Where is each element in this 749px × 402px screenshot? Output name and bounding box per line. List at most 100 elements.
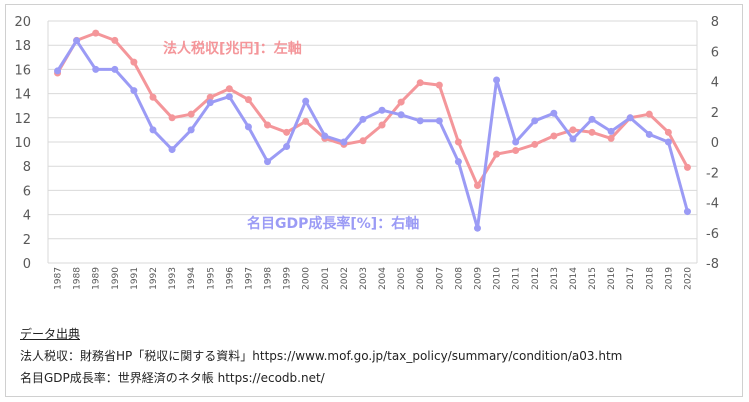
data-point bbox=[435, 117, 443, 125]
x-tick-label: 1997 bbox=[244, 267, 254, 290]
data-point bbox=[111, 65, 119, 73]
right-tick-label: 6 bbox=[711, 45, 719, 60]
chart-frame: 0 2 4 6 8 10 12 14 16 18 20 -8 -6 -4 -2 0 2 4 6 8 1987 1988… bbox=[5, 4, 743, 397]
data-point bbox=[550, 132, 558, 140]
data-point bbox=[473, 224, 481, 232]
x-tick-label: 1987 bbox=[54, 267, 64, 290]
right-tick-label: 4 bbox=[711, 76, 719, 91]
data-point bbox=[550, 109, 558, 117]
data-point bbox=[264, 158, 272, 166]
x-tick-label: 2013 bbox=[550, 267, 560, 290]
data-point bbox=[416, 79, 424, 87]
series-line bbox=[56, 31, 689, 188]
left-tick-label: 0 bbox=[23, 257, 31, 272]
x-tick-label: 1995 bbox=[206, 267, 216, 290]
data-point bbox=[493, 150, 501, 158]
data-point bbox=[111, 36, 119, 44]
x-tick-label: 2020 bbox=[683, 267, 693, 290]
source-line-tax: 法人税収：財務省HP「税収に関する資料」https://www.mof.go.j… bbox=[20, 349, 623, 363]
right-tick-label: -6 bbox=[706, 227, 719, 242]
data-point bbox=[244, 96, 252, 104]
data-point bbox=[645, 130, 653, 138]
series-label-tax: 法人税収[兆円]：左軸 bbox=[163, 40, 302, 57]
left-tick-label: 16 bbox=[14, 63, 31, 78]
data-point bbox=[244, 123, 252, 131]
data-source: データ出典 法人税収：財務省HP「税収に関する資料」https://www.mo… bbox=[20, 323, 622, 389]
left-tick-label: 4 bbox=[23, 209, 31, 224]
data-point bbox=[54, 67, 62, 75]
left-axis-ticks: 0 2 4 6 8 10 12 14 16 18 20 bbox=[14, 15, 31, 272]
x-tick-label: 1994 bbox=[187, 267, 197, 290]
data-point bbox=[168, 146, 176, 154]
data-point bbox=[683, 163, 691, 171]
data-point bbox=[531, 140, 539, 148]
x-tick-label: 2017 bbox=[626, 267, 636, 290]
data-point bbox=[130, 87, 138, 95]
data-point bbox=[149, 93, 157, 101]
x-tick-label: 1993 bbox=[168, 267, 178, 290]
data-point bbox=[283, 128, 291, 136]
data-point bbox=[569, 126, 577, 134]
data-point bbox=[454, 138, 462, 146]
left-tick-label: 14 bbox=[14, 88, 31, 103]
x-tick-label: 1998 bbox=[264, 267, 274, 290]
data-point bbox=[206, 99, 214, 107]
data-point bbox=[435, 81, 443, 89]
right-tick-label: -4 bbox=[706, 197, 719, 212]
data-point bbox=[340, 138, 348, 146]
data-point bbox=[454, 158, 462, 166]
data-point bbox=[130, 58, 138, 66]
data-point bbox=[493, 76, 501, 84]
data-point bbox=[359, 137, 367, 145]
data-point bbox=[206, 93, 214, 101]
data-point bbox=[512, 138, 520, 146]
x-tick-label: 2003 bbox=[359, 267, 369, 290]
source-heading: データ出典 bbox=[20, 327, 81, 341]
series-line bbox=[56, 39, 689, 230]
data-point bbox=[607, 134, 615, 142]
x-tick-label: 1996 bbox=[225, 267, 235, 290]
left-tick-label: 8 bbox=[23, 160, 31, 175]
data-point bbox=[149, 126, 157, 134]
data-point bbox=[359, 115, 367, 123]
data-point bbox=[92, 29, 100, 37]
x-tick-label: 1999 bbox=[283, 267, 293, 290]
data-point bbox=[302, 117, 310, 125]
right-tick-label: -8 bbox=[706, 257, 719, 272]
data-point bbox=[225, 93, 233, 101]
data-point bbox=[283, 143, 291, 151]
right-tick-label: -2 bbox=[706, 166, 719, 181]
source-line-gdp: 名目GDP成長率：世界経済のネタ帳 https://ecodb.net/ bbox=[20, 371, 325, 385]
data-point bbox=[378, 106, 386, 114]
left-tick-label: 18 bbox=[14, 39, 31, 54]
data-point bbox=[187, 126, 195, 134]
data-point bbox=[588, 128, 596, 136]
data-point bbox=[664, 138, 672, 146]
right-tick-label: 2 bbox=[711, 106, 719, 121]
x-tick-label: 1990 bbox=[111, 267, 121, 290]
data-point bbox=[302, 97, 310, 105]
left-tick-label: 12 bbox=[14, 112, 31, 127]
x-tick-label: 2009 bbox=[473, 267, 483, 290]
x-tick-label: 2015 bbox=[588, 267, 598, 290]
data-point bbox=[626, 114, 634, 122]
x-tick-label: 2019 bbox=[664, 267, 674, 290]
right-axis-ticks: -8 -6 -4 -2 0 2 4 6 8 bbox=[706, 15, 719, 272]
left-tick-label: 2 bbox=[23, 233, 31, 248]
data-point bbox=[397, 98, 405, 106]
x-tick-label: 1989 bbox=[92, 267, 102, 290]
x-tick-label: 1988 bbox=[73, 267, 83, 290]
x-tick-label: 2014 bbox=[569, 267, 579, 290]
data-point bbox=[531, 117, 539, 125]
data-point bbox=[512, 146, 520, 154]
data-point bbox=[607, 127, 615, 135]
data-point bbox=[73, 37, 81, 45]
x-tick-label: 2018 bbox=[645, 267, 655, 290]
data-point bbox=[416, 117, 424, 125]
x-tick-label: 2006 bbox=[416, 267, 426, 290]
x-tick-label: 2004 bbox=[378, 267, 388, 290]
x-tick-label: 1991 bbox=[130, 267, 140, 290]
grid-lines bbox=[47, 20, 698, 264]
data-point bbox=[645, 110, 653, 118]
right-tick-label: 0 bbox=[711, 136, 719, 151]
